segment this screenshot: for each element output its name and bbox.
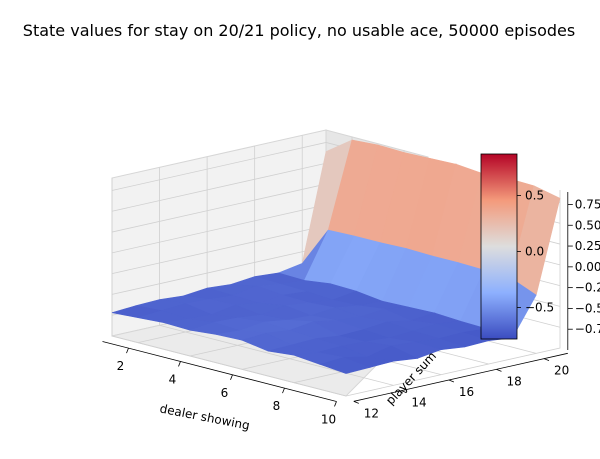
x-tick-mark — [178, 361, 181, 367]
z-tick-label: 0.50 — [575, 218, 600, 232]
x-tick-label: 8 — [273, 399, 281, 413]
x-axis-label: dealer showing — [159, 401, 251, 432]
z-tick-label: 0.75 — [575, 197, 600, 211]
z-tick-label: 0.25 — [575, 239, 600, 253]
y-gridline — [159, 167, 394, 386]
surface-patch — [319, 357, 371, 374]
x-tick-mark — [282, 387, 285, 394]
x-tick-mark — [334, 401, 337, 407]
x-gridline — [345, 190, 561, 397]
x-tick-label: 10 — [321, 412, 336, 426]
x-axis-line — [102, 341, 337, 402]
x-axis-ticks: 2 4 6 8 10 — [117, 347, 337, 426]
y-tick-mark — [496, 368, 502, 372]
y-tick-mark — [448, 379, 455, 383]
colorbar-tick-label: 0.0 — [525, 245, 544, 259]
colorbar-tick-label: 0.5 — [525, 188, 544, 202]
z-tick-label: −0.75 — [575, 322, 600, 336]
x-tick-label: 2 — [117, 359, 125, 373]
chart-title: State values for stay on 20/21 policy, n… — [23, 21, 575, 40]
colorbar — [480, 153, 518, 340]
z-tick-label: 0.00 — [575, 260, 600, 274]
y-tick-label: 20 — [554, 364, 569, 378]
y-tick-label: 16 — [459, 385, 474, 399]
z-tick-label: −0.50 — [575, 301, 600, 315]
x-tick-label: 4 — [169, 372, 177, 386]
colorbar-tick-label: −0.5 — [525, 301, 554, 315]
x-tick-label: 6 — [221, 386, 229, 400]
value-surface — [111, 139, 561, 374]
y-tick-mark — [401, 390, 407, 394]
y-tick-label: 18 — [506, 374, 521, 388]
y-tick-mark — [353, 400, 359, 404]
x-tick-mark — [230, 374, 233, 380]
y-axis-line — [353, 352, 568, 402]
y-tick-label: 14 — [411, 396, 426, 410]
y-tick-label: 12 — [364, 406, 379, 420]
y-axis-ticks: 12 14 16 18 20 — [353, 358, 569, 420]
colorbar-ticks: −0.5 0.0 0.5 — [517, 188, 554, 315]
x-tick-mark — [126, 347, 129, 354]
y-gridline — [111, 178, 347, 397]
z-tick-label: −0.25 — [575, 281, 600, 295]
z-axis-ticks: −0.75 −0.50 −0.25 0.00 0.25 0.50 0.75 — [567, 197, 600, 336]
y-tick-mark — [543, 358, 550, 362]
axis-lines — [102, 192, 569, 402]
